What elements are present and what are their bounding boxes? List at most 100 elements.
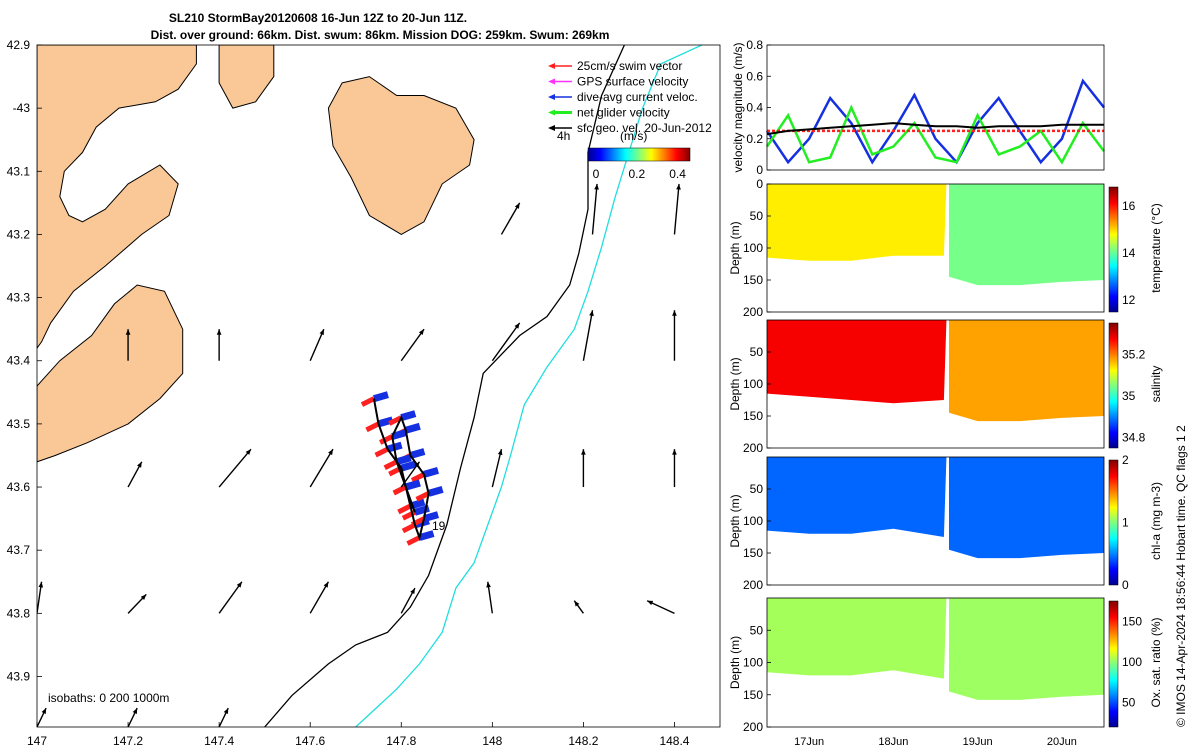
y-axis-label: Depth (m) xyxy=(728,636,742,689)
y-tick-label: 150 xyxy=(743,409,763,423)
geo-velocity-arrow xyxy=(218,448,252,488)
map-y-tick-label: 43.8 xyxy=(7,606,31,620)
panel-colorbar xyxy=(1108,459,1119,586)
dive-avg-current xyxy=(423,511,439,522)
colorbar-label: (m/s) xyxy=(620,129,647,143)
geo-velocity-arrow xyxy=(582,310,594,361)
geo-velocity-arrow xyxy=(127,593,147,614)
map-y-ticks: 42.9 -43 43.1 43.2 43.3 43.4 43.5 43.6 43.7 43.8 4… xyxy=(7,38,42,683)
map-y-tick-label: 43.4 xyxy=(7,354,31,368)
colorbar-tick-label: 0 xyxy=(1122,578,1129,592)
geo-velocity-arrow xyxy=(500,202,521,235)
track-label: 19 xyxy=(432,519,446,533)
land-polygon xyxy=(37,45,197,349)
geo-velocity-arrow xyxy=(309,328,325,362)
geo-velocity-arrow xyxy=(591,183,599,235)
dive-avg-current xyxy=(400,460,417,472)
legend-entry: sfc geo. vel. 20-Jun-2012 xyxy=(548,121,712,135)
colorbar-label: temperature (°C) xyxy=(1149,203,1163,293)
dive-avg-current xyxy=(409,448,426,459)
geo-velocity-arrow xyxy=(37,707,47,727)
y-axis-label: Depth (m) xyxy=(728,357,742,410)
geo-velocity-arrow xyxy=(646,600,675,614)
velocity-series-line xyxy=(765,78,1105,165)
dive-avg-current xyxy=(423,467,439,478)
geo-velocity-arrow xyxy=(491,322,521,362)
profile-section xyxy=(767,320,947,404)
colorbar-tick-label: 34.8 xyxy=(1122,431,1146,445)
colorbar-tick-label: 2 xyxy=(1122,453,1129,467)
y-tick-label: 0.6 xyxy=(746,69,763,83)
geo-velocity-arrow xyxy=(37,581,44,614)
map-colorbar-ticks: 0 0.2 0.4 xyxy=(593,167,687,181)
geo-velocity-arrow xyxy=(573,600,584,614)
y-tick-label: 50 xyxy=(750,623,764,637)
geo-velocity-arrow xyxy=(672,310,677,361)
geo-velocity-arrow xyxy=(127,707,138,727)
profile-section xyxy=(948,598,1104,700)
legend-label: GPS surface velocity xyxy=(577,75,688,89)
y-tick-label: 200 xyxy=(743,305,763,319)
y-tick-label: 100 xyxy=(743,656,763,670)
x-tick-label: 19Jun xyxy=(963,736,993,748)
dive-avg-current xyxy=(391,429,408,440)
velocity-series-line xyxy=(765,104,1106,165)
map-y-tick-label: 43.7 xyxy=(7,543,31,557)
map-x-ticks: 147 147.2 147.4 147.6 147.8 148 148.2 148.4 xyxy=(27,722,690,748)
swim-vector xyxy=(415,491,430,502)
geo-velocity-arrow xyxy=(218,707,229,727)
swim-vector xyxy=(365,421,380,433)
legend-entry: net glider velocity xyxy=(548,106,670,120)
geo-velocity-arrow xyxy=(309,581,330,614)
y-tick-label: 150 xyxy=(743,546,763,560)
y-tick-label: 0 xyxy=(756,177,763,191)
colorbar-tick-label: 12 xyxy=(1122,293,1136,307)
y-tick-label: 50 xyxy=(750,209,764,223)
glider-track xyxy=(372,398,430,542)
title-line-1: SL210 StormBay20120608 16-Jun 12Z to 20-… xyxy=(169,11,467,25)
legend-label: net glider velocity xyxy=(577,106,670,120)
colorbar-tick-label: 16 xyxy=(1122,199,1136,213)
glider-track-layer xyxy=(360,391,444,546)
y-tick-label: 50 xyxy=(750,482,764,496)
geo-velocity-arrow xyxy=(581,449,586,488)
y-axis-label: Depth (m) xyxy=(728,494,742,547)
map-y-tick-label: 43.3 xyxy=(7,291,31,305)
y-tick-label: 200 xyxy=(743,720,763,734)
panel-chl-a: 0 1 2 chl-a (mg m-3) 50 100 150 200 Depth (m) xyxy=(728,453,1163,592)
colorbar-tick-label: 50 xyxy=(1122,696,1136,710)
swim-vector xyxy=(383,459,398,471)
map-x-tick-label: 148.2 xyxy=(568,734,598,748)
profile-section xyxy=(767,457,947,537)
map-x-tick-label: 148.4 xyxy=(659,734,689,748)
imos-credit: © IMOS 14-Apr-2024 18:56:44 Hobart time.… xyxy=(1174,425,1188,727)
map-x-tick-label: 147.8 xyxy=(386,734,416,748)
dive-avg-current xyxy=(418,530,435,541)
y-tick-label: 0.2 xyxy=(746,132,763,146)
dive-avg-current xyxy=(372,391,389,402)
geo-velocity-arrow xyxy=(672,449,677,488)
legend-label: 25cm/s swim vector xyxy=(577,59,682,73)
y-tick-label: 100 xyxy=(743,241,763,255)
swim-vector xyxy=(360,396,376,407)
map-y-tick-label: 43.9 xyxy=(7,669,31,683)
map-colorbar-tick-label: 0 xyxy=(593,167,600,181)
y-axis-label: Depth (m) xyxy=(728,221,742,274)
dive-avg-current xyxy=(395,454,412,466)
y-tick-label: 100 xyxy=(743,514,763,528)
legend-entry: dive-avg current veloc. xyxy=(548,90,698,104)
y-tick-label: 100 xyxy=(743,377,763,391)
panel-colorbar xyxy=(1108,600,1119,728)
map-panel: 147 147.2 147.4 147.6 147.8 148 148.2 148.4 42.… xyxy=(7,38,721,748)
y-tick-label: 0.8 xyxy=(746,38,763,52)
dive-avg-current xyxy=(404,479,421,491)
map-x-tick-label: 148 xyxy=(482,734,502,748)
geo-velocity-arrow xyxy=(309,448,334,488)
panel-temperature: 12 14 16 temperature (°C) 0 50 100 150 200 Depth … xyxy=(728,177,1163,319)
panel-colorbar xyxy=(1108,322,1119,449)
map-y-tick-label: 43.6 xyxy=(7,480,31,494)
geo-velocity-arrow xyxy=(216,329,222,361)
y-tick-label: 0.4 xyxy=(746,101,763,115)
geo-velocity-arrow xyxy=(400,328,425,362)
